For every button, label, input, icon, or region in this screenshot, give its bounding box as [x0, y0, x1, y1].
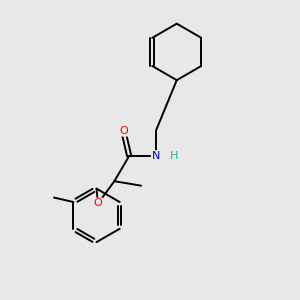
Text: O: O: [119, 126, 128, 136]
Text: N: N: [152, 151, 160, 161]
Text: H: H: [169, 151, 178, 161]
Text: O: O: [94, 199, 102, 208]
